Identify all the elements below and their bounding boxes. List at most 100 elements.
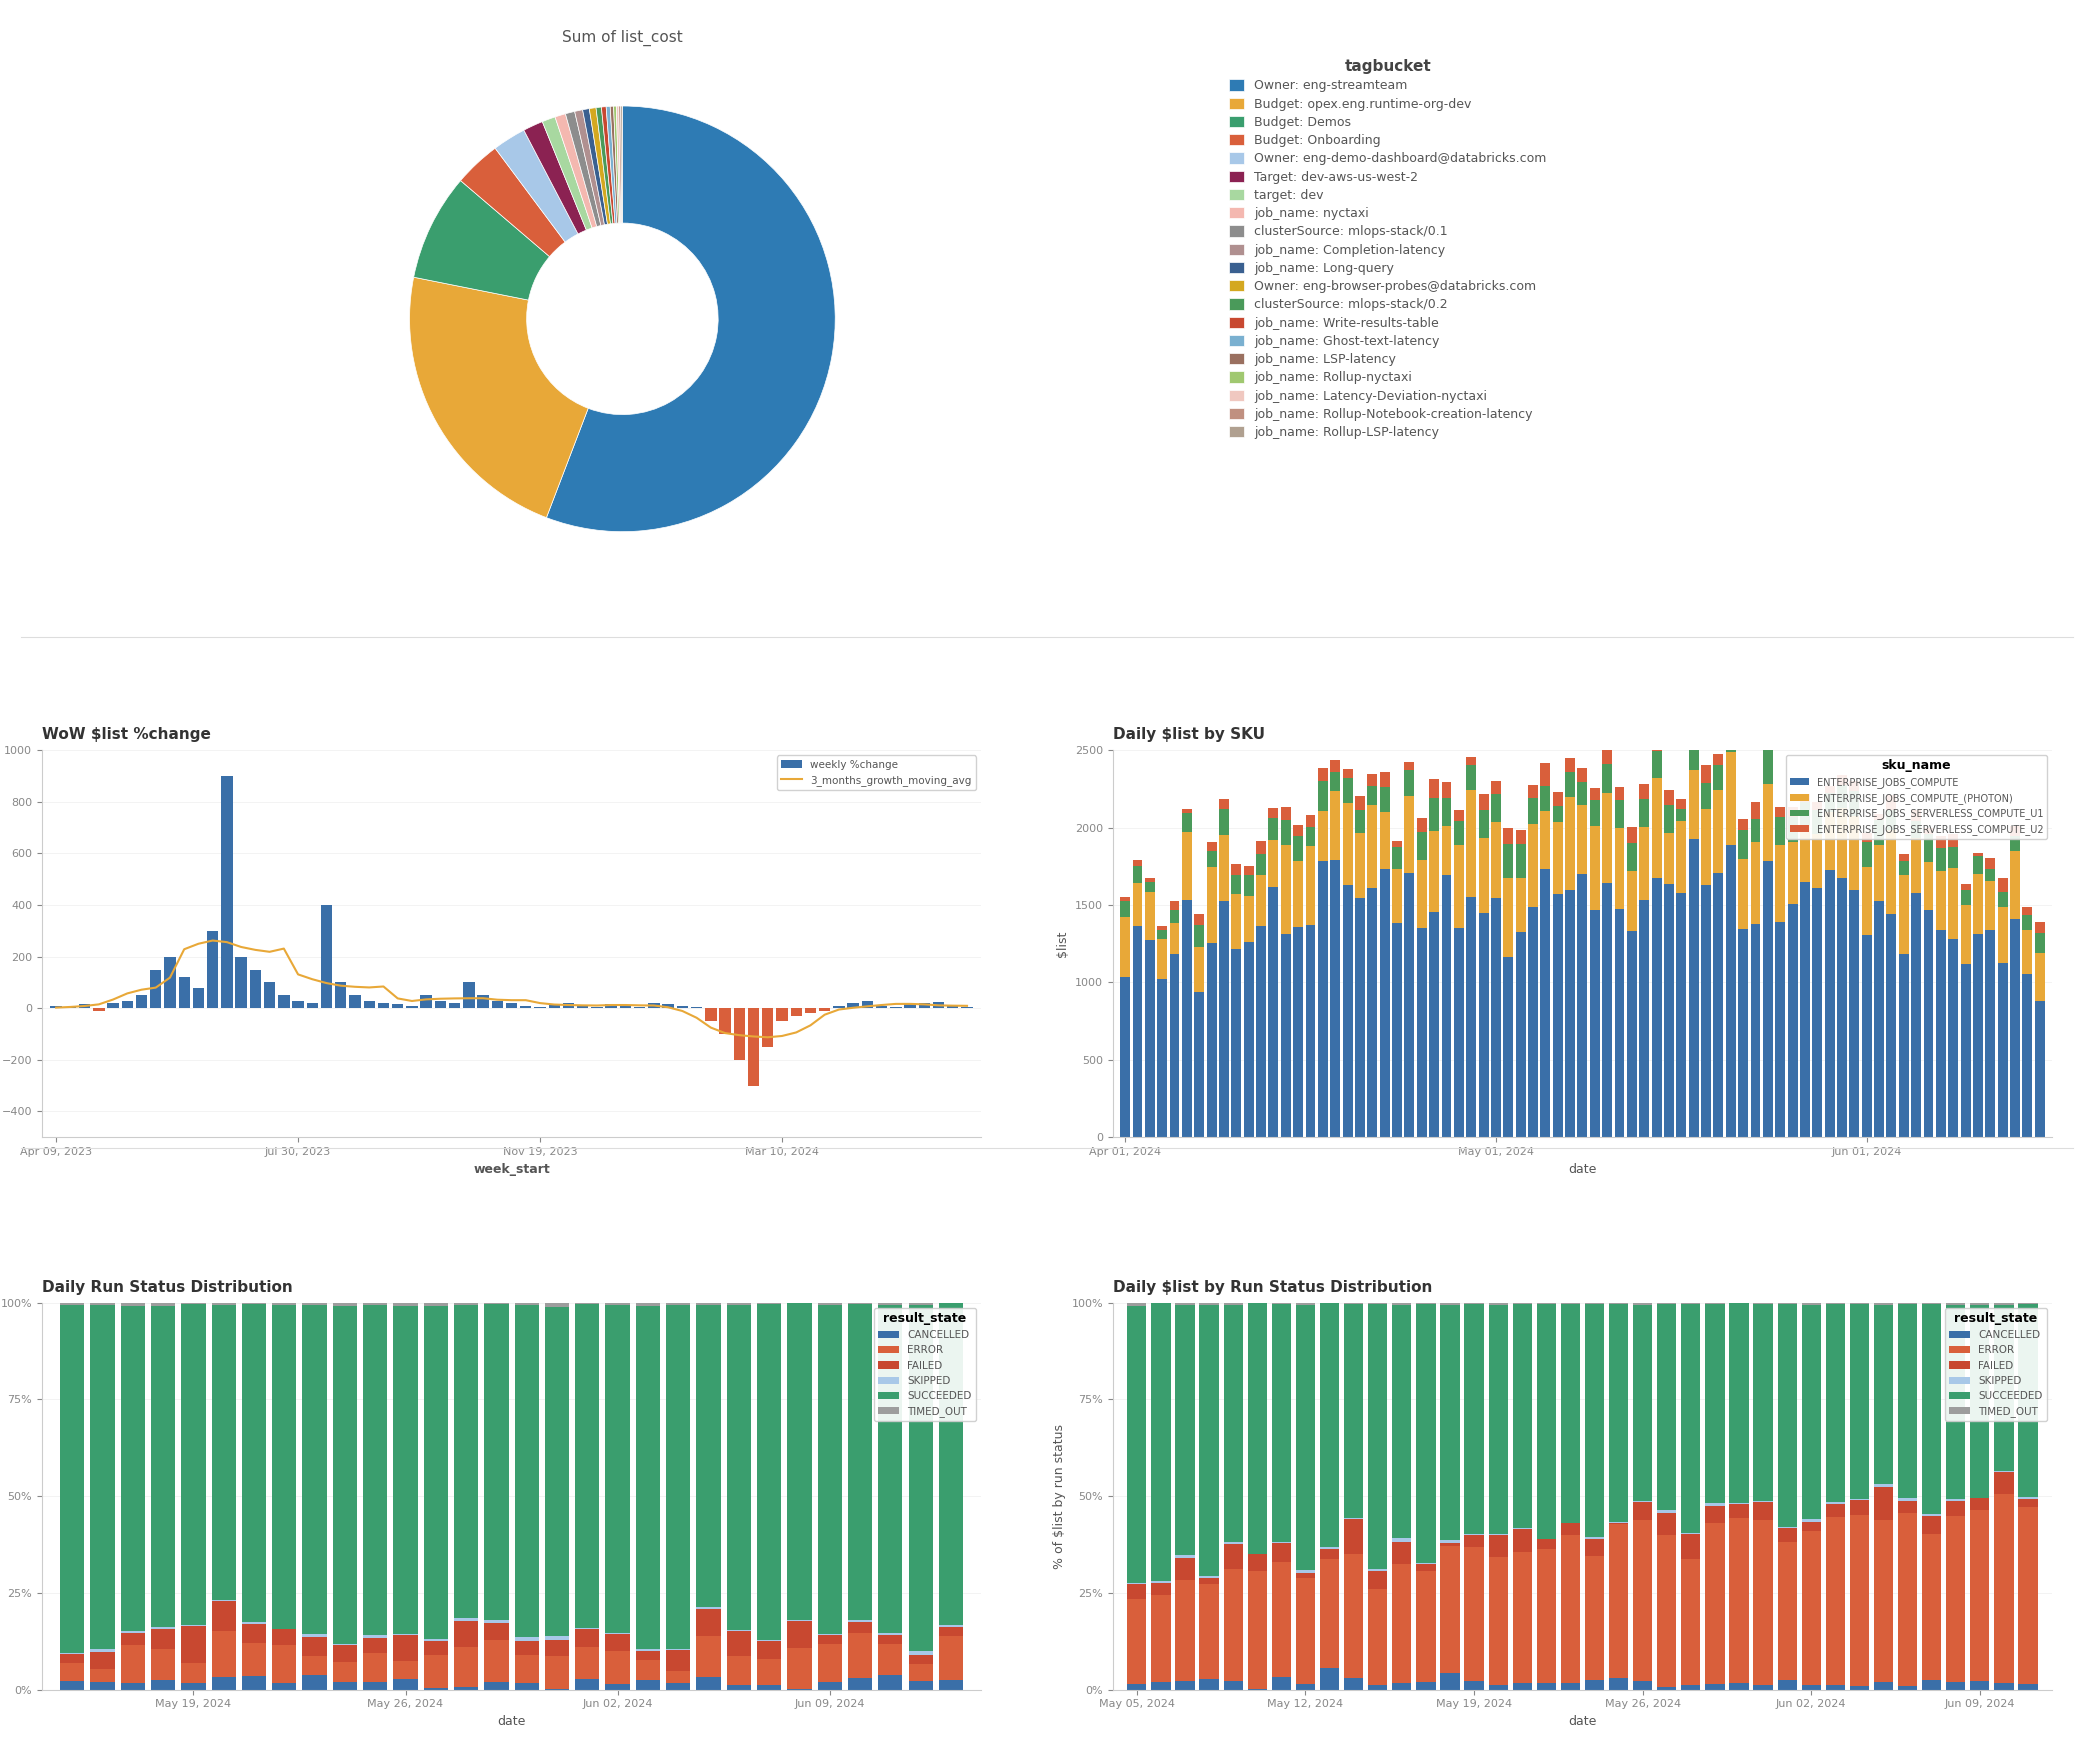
Bar [1127, 1302, 1148, 1306]
Bar [1342, 885, 1353, 1137]
Bar [302, 1656, 327, 1676]
Bar [1441, 1542, 1460, 1547]
Bar [1430, 912, 1439, 1137]
Bar [1912, 892, 1920, 1137]
Bar [1960, 964, 1970, 1137]
Bar [333, 1683, 356, 1690]
Bar [1730, 1683, 1748, 1690]
Bar [90, 1683, 115, 1690]
Bar [1296, 1570, 1315, 1573]
Bar [1753, 1521, 1774, 1684]
Bar [1688, 736, 1698, 744]
Wedge shape [524, 121, 586, 234]
Bar [243, 1676, 266, 1690]
Bar [1206, 943, 1217, 1137]
Bar [1973, 875, 1983, 935]
Bar [1271, 1544, 1292, 1561]
Bar [61, 1302, 84, 1304]
Bar [423, 1640, 448, 1656]
Bar [1175, 1558, 1196, 1580]
Bar [1171, 922, 1179, 954]
Wedge shape [609, 106, 618, 224]
Bar [1175, 1580, 1196, 1681]
Bar [1175, 1304, 1196, 1556]
Bar [1305, 815, 1315, 827]
Bar [1665, 885, 1673, 1137]
Bar [1677, 822, 1686, 894]
Bar [1778, 1681, 1797, 1690]
Bar [637, 1306, 660, 1649]
Bar [1355, 898, 1365, 1137]
Bar [394, 1306, 417, 1635]
Wedge shape [461, 148, 565, 257]
Bar [938, 1304, 963, 1624]
Bar [1652, 878, 1661, 1137]
Bar [61, 1663, 84, 1681]
Bar [1271, 1304, 1292, 1542]
Bar [1753, 1684, 1774, 1690]
Bar [544, 1656, 570, 1688]
Bar [1405, 762, 1413, 771]
Bar [1269, 808, 1277, 818]
Bar [90, 1304, 115, 1649]
Wedge shape [555, 114, 597, 229]
Bar [1516, 845, 1527, 878]
Bar [909, 1665, 932, 1681]
Bar [932, 1001, 944, 1008]
Bar [1127, 1684, 1148, 1690]
Bar [1296, 1577, 1315, 1684]
Bar [1294, 861, 1302, 928]
Wedge shape [605, 106, 618, 224]
Bar [1367, 1589, 1388, 1686]
Bar [1998, 906, 2008, 963]
Bar [1206, 841, 1217, 850]
Bar [1751, 924, 1761, 1137]
Bar [1194, 947, 1204, 993]
Bar [1219, 901, 1229, 1137]
Bar [1993, 1473, 2014, 1494]
Bar [697, 1677, 720, 1690]
Bar [1181, 813, 1191, 832]
Bar [121, 1306, 144, 1632]
Bar [2019, 1500, 2037, 1507]
Bar [1602, 746, 1612, 764]
Bar [211, 1304, 237, 1600]
Bar [576, 1647, 599, 1679]
Bar [306, 1003, 318, 1008]
Bar [1145, 878, 1154, 882]
Bar [1640, 799, 1650, 827]
Bar [1478, 913, 1489, 1137]
Bar [1503, 956, 1514, 1137]
Bar [1219, 834, 1229, 901]
Bar [1305, 845, 1315, 924]
Text: Daily $list by Run Status Distribution: Daily $list by Run Status Distribution [1112, 1280, 1432, 1295]
Bar [1441, 1674, 1460, 1690]
Bar [1330, 760, 1340, 773]
Bar [1206, 868, 1217, 943]
Bar [877, 1635, 903, 1644]
Bar [272, 1644, 297, 1683]
Bar [1529, 785, 1537, 799]
Bar [333, 1302, 356, 1306]
Bar [50, 1005, 63, 1008]
Bar [1512, 1529, 1533, 1552]
Bar [1393, 924, 1403, 1137]
Bar [1120, 977, 1131, 1137]
Bar [1677, 894, 1686, 1137]
Bar [1627, 871, 1638, 931]
Bar [1705, 1684, 1725, 1690]
Bar [121, 1683, 144, 1690]
Bar [92, 1008, 105, 1010]
Bar [1464, 1681, 1485, 1690]
Bar [1342, 778, 1353, 803]
Bar [1778, 1542, 1797, 1681]
Bar [364, 1000, 375, 1008]
Bar [1874, 1487, 1893, 1521]
Bar [817, 1304, 842, 1633]
Bar [1330, 790, 1340, 861]
Bar [1652, 752, 1661, 778]
Bar [1945, 1517, 1966, 1683]
Bar [121, 1646, 144, 1683]
Bar [1133, 861, 1143, 866]
Bar [107, 1003, 119, 1008]
